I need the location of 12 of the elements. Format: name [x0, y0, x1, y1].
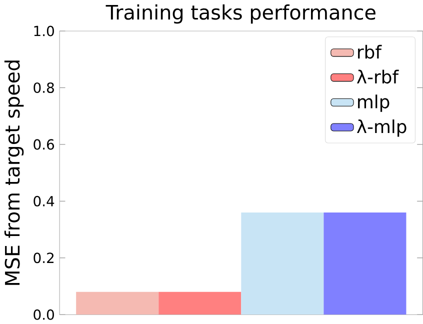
legend-label: λ-rbf — [356, 70, 399, 84]
legend-label: mlp — [358, 94, 390, 112]
chart-title: Training tasks performance — [106, 4, 376, 24]
y-axis-title: MSE from target speed — [4, 60, 24, 285]
y-tick-label: 0.8 — [34, 82, 54, 93]
y-tick-label: 0.6 — [34, 139, 54, 150]
y-tick-label: 0.4 — [34, 196, 54, 206]
y-tick-label: 1.0 — [34, 26, 54, 36]
y-tick-label: 0.0 — [34, 309, 54, 320]
legend-label: rbf — [358, 44, 382, 59]
y-tick-label: 0.2 — [34, 252, 54, 264]
legend-label: λ-mlp — [356, 119, 406, 137]
